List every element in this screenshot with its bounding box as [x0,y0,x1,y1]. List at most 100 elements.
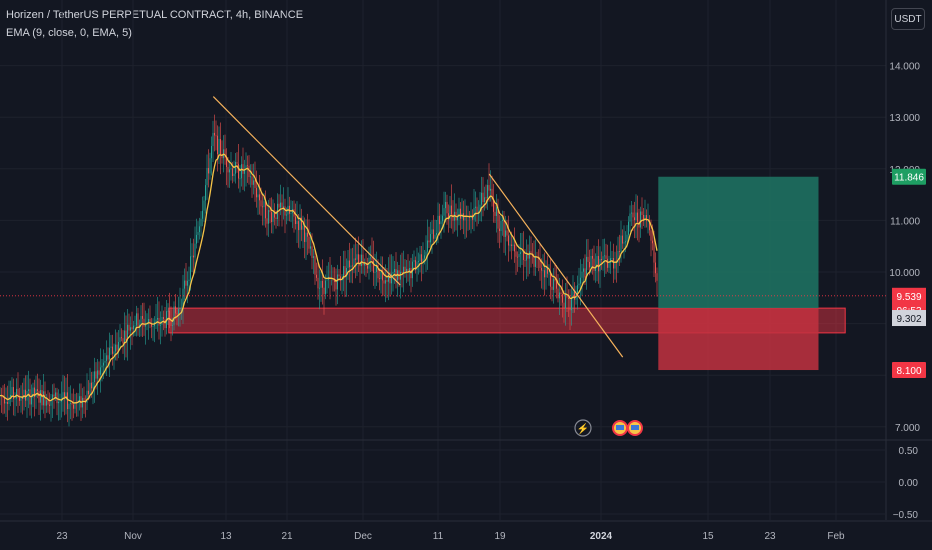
candle-body [433,229,434,239]
candle-body [283,206,284,208]
candle-body [502,219,503,222]
profit-zone[interactable] [658,176,819,309]
candle-body [91,382,92,389]
event-icons[interactable]: ⚡ [574,419,643,437]
indicator-legend[interactable]: EMA (9, close, 0, EMA, 5) [6,27,132,39]
time-axis[interactable]: 23 Nov 13 21 Dec 11 19 2024 15 23 Feb [0,520,932,542]
candle-body [46,400,47,406]
candle-body [491,188,493,199]
candle-body [382,270,383,281]
candle-body [37,389,38,391]
candle-body [620,235,622,252]
candle-body [289,205,290,214]
x-tick-label: 19 [494,531,506,542]
candle-body [652,240,653,244]
candle-body [266,218,268,224]
candle-body [319,287,320,289]
lightning-icon[interactable] [574,419,592,437]
currency-button[interactable]: USDT [891,8,925,30]
x-tick-label: 2024 [590,531,613,542]
candle-body [247,165,248,167]
candle-body [125,330,127,341]
candle-body [299,217,301,231]
candle-body [506,230,508,236]
candle-body [488,185,490,191]
candle-body [227,166,229,173]
candle-body [371,257,373,261]
candle-body [514,244,515,252]
candle-body [517,256,518,258]
candle-body [323,287,325,295]
candle-body [185,280,187,286]
candle-body [149,319,151,324]
candle-body [424,255,425,259]
candle-body [202,210,203,219]
trendline[interactable] [212,96,401,286]
candle-body [65,392,67,398]
candle-body [16,388,17,399]
trendlines[interactable] [0,96,886,358]
candle-body [197,232,199,235]
candle-body [436,233,437,235]
candle-body [556,281,557,289]
candle-body [305,232,307,242]
candle-body [392,272,394,274]
candle-body [307,232,308,237]
drawing-zones[interactable] [168,176,846,371]
trendline[interactable] [488,173,624,358]
candle-body [260,200,262,207]
candle-body [43,391,44,406]
candle-body [160,324,161,326]
candle-body [257,194,259,198]
candle-body [565,294,566,309]
candle-body [653,243,655,263]
candle-body [194,243,196,258]
candle-body [23,389,25,400]
candle-body [503,219,505,237]
candle-body [70,402,71,404]
symbol-title[interactable]: Horizen / TetherUS PERPETUAL CONTRACT, 4… [6,9,304,21]
candle-body [326,279,328,281]
candle-body [79,396,80,401]
candle-body [128,324,130,331]
candle-body [365,263,367,266]
candle-body [428,240,430,243]
candle-body [47,400,49,405]
candle-body [53,394,55,397]
candle-body [460,208,461,219]
candle-body [191,255,193,257]
candle-body [373,260,374,273]
candle-body [589,261,590,268]
candle-body [649,220,650,231]
candle-body [71,402,73,405]
candle-body [259,194,260,201]
candle-body [439,215,440,225]
loss-zone[interactable] [658,308,819,371]
candle-body [458,208,460,217]
candle-body [115,344,116,352]
candle-body [193,255,194,258]
candle-body [163,317,164,320]
candle-body [553,278,554,290]
candle-body [155,319,157,323]
ema-polyline [0,153,658,404]
candle-body [220,139,221,155]
candle-body [151,323,152,327]
candle-body [496,207,497,216]
oscillator-tick-label: −0.50 [893,510,919,521]
candle-body [590,255,592,268]
candle-body [55,392,56,397]
candle-body [487,185,488,199]
x-tick-label: 13 [220,531,232,542]
candle-body [500,221,502,232]
entry-price-box [892,310,926,327]
candle-body [316,274,317,278]
candle-body [635,212,637,221]
candle-body [217,135,218,155]
candle-body [254,180,256,189]
candle-body [629,213,631,222]
entry-price-label: 9.302 [896,314,921,325]
candle-body [577,285,578,293]
candle-body [31,397,32,405]
